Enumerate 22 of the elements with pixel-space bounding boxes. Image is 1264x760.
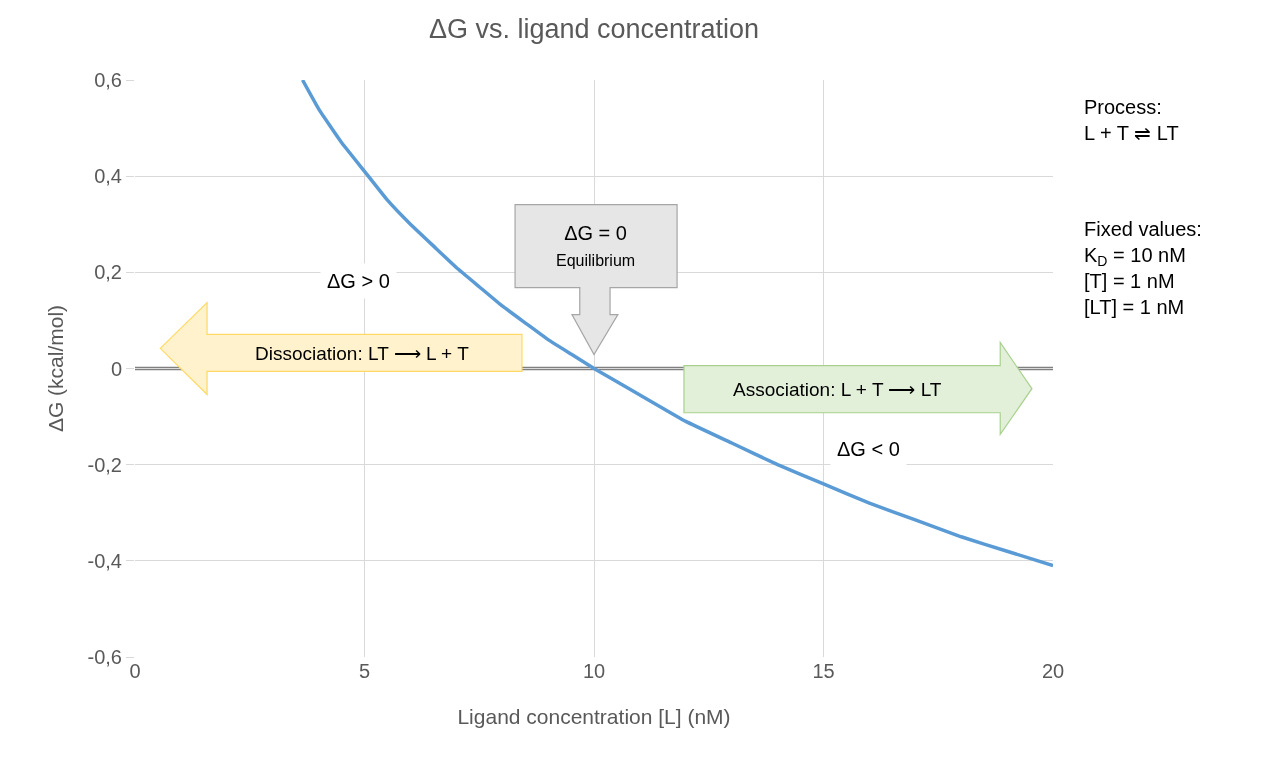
x-tick-label: 15 (812, 660, 835, 682)
annotation: ΔG > 0 (327, 270, 390, 292)
x-tick-label: 0 (129, 660, 141, 682)
y-tick-label: -0,6 (87, 646, 122, 668)
annotation: Association: L + T ⟶ LT (733, 379, 942, 400)
y-tick-label: 0 (110, 357, 122, 380)
x-tick-label: 10 (582, 660, 606, 682)
annotation: Dissociation: LT ⟶ L + T (255, 343, 470, 364)
y-tick-label: 0,2 (94, 261, 122, 284)
annotation: ΔG < 0 (837, 438, 900, 460)
y-tick-label: -0,2 (87, 453, 122, 476)
text: Process: L + T ⇌ LT (1084, 96, 1179, 144)
chart-title: ΔG vs. ligand concentration (428, 13, 760, 44)
y-tick-label: 0,6 (94, 69, 122, 91)
x-axis-title: Ligand concentration [L] (nM) (457, 705, 731, 729)
x-tick-label: 20 (1041, 660, 1065, 682)
text: Fixed values: K$_{D}$ = 10 nM [T] = 1 nM [LT] = 1 nM (1084, 218, 1202, 318)
y-axis-title: ΔG (kcal/mol) (43, 304, 67, 433)
x-tick-label: 5 (358, 660, 371, 682)
y-tick-label: -0,4 (87, 549, 122, 572)
y-tick-label: 0,4 (94, 165, 122, 188)
annotation: ΔG = 0 Equilibrium (556, 222, 636, 269)
